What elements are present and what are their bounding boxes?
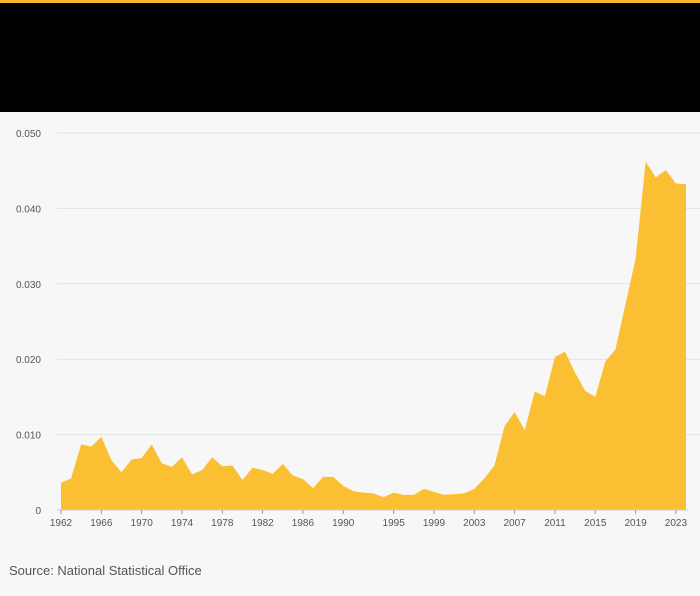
x-tick-label: 1962 [50, 518, 73, 529]
x-tick-label: 1990 [332, 518, 355, 529]
x-tick-label: 2011 [544, 518, 566, 529]
y-tick-label: 0.050 [16, 129, 41, 140]
header-banner [0, 0, 700, 112]
y-tick-label: 0 [35, 506, 41, 517]
y-tick-label: 0.010 [16, 431, 41, 442]
x-tick-label: 2003 [463, 518, 486, 529]
y-tick-label: 0.020 [16, 355, 41, 366]
source-note: Source: National Statistical Office [9, 563, 202, 578]
area-series-fill [61, 161, 686, 510]
x-tick-label: 1966 [90, 518, 113, 529]
x-tick-label: 1970 [131, 518, 154, 529]
x-tick-label: 1978 [211, 518, 234, 529]
x-tick-label: 2019 [624, 518, 647, 529]
x-axis-ticks: 1962 1966 1970 1974 1978 1982 1986 1990 1995 1999… [50, 510, 688, 529]
x-tick-label: 2015 [584, 518, 607, 529]
x-tick-label: 2007 [504, 518, 527, 529]
y-axis-ticks: 0 0.010 0.020 0.030 0.040 0.050 [16, 129, 41, 517]
area-series [61, 161, 686, 510]
x-tick-label: 1974 [171, 518, 194, 529]
chart-area: 0 0.010 0.020 0.030 0.040 0.050 1962 1966 1970 1… [0, 112, 700, 542]
x-tick-label: 1982 [251, 518, 274, 529]
y-tick-label: 0.030 [16, 280, 41, 291]
x-tick-label: 1986 [292, 518, 315, 529]
y-tick-label: 0.040 [16, 204, 41, 215]
x-tick-label: 1995 [383, 518, 406, 529]
x-tick-label: 2023 [665, 518, 688, 529]
x-tick-label: 1999 [423, 518, 446, 529]
